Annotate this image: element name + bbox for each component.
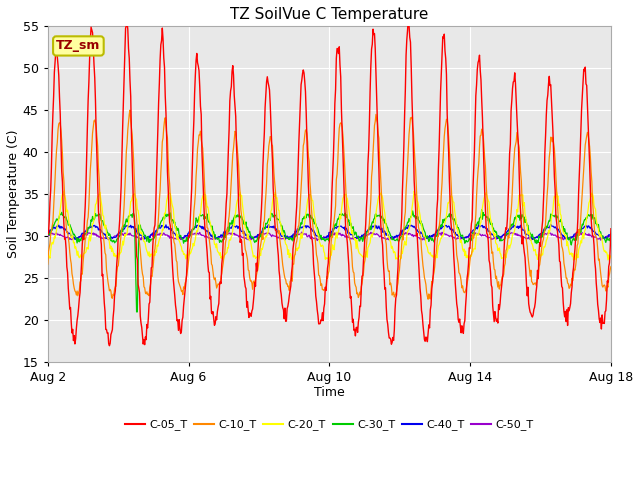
C-30_T [478, 207, 486, 213]
C-40_T [607, 231, 615, 237]
C-30_T [132, 309, 140, 315]
C-50_T [389, 235, 397, 241]
C-50_T [263, 230, 271, 236]
Line: C-40_T: C-40_T [48, 224, 611, 240]
C-20_T [420, 233, 428, 239]
C-50_T [110, 234, 118, 240]
C-40_T [263, 224, 271, 230]
Title: TZ SoilVue C Temperature: TZ SoilVue C Temperature [230, 7, 429, 22]
C-20_T [110, 253, 118, 259]
C-05_T [44, 231, 52, 237]
C-50_T [214, 236, 221, 241]
C-40_T [44, 231, 52, 237]
C-50_T [420, 237, 428, 243]
C-10_T [388, 292, 396, 298]
Line: C-05_T: C-05_T [48, 18, 611, 346]
C-40_T [529, 237, 536, 242]
C-10_T [264, 162, 271, 168]
C-20_T [241, 225, 249, 231]
Line: C-50_T: C-50_T [48, 232, 611, 240]
Line: C-30_T: C-30_T [48, 210, 611, 312]
C-05_T [214, 304, 222, 310]
C-10_T [420, 268, 428, 274]
Legend: C-05_T, C-10_T, C-20_T, C-30_T, C-40_T, C-50_T: C-05_T, C-10_T, C-20_T, C-30_T, C-40_T, … [120, 415, 538, 435]
C-20_T [388, 245, 396, 251]
C-50_T [314, 238, 321, 243]
C-30_T [388, 237, 396, 243]
C-10_T [424, 296, 432, 302]
Line: C-10_T: C-10_T [48, 110, 611, 299]
C-05_T [607, 226, 615, 232]
C-05_T [404, 15, 412, 21]
C-05_T [388, 339, 396, 345]
C-40_T [110, 235, 118, 240]
C-50_T [44, 233, 52, 239]
C-10_T [242, 249, 250, 254]
C-10_T [214, 281, 222, 287]
C-10_T [44, 261, 52, 267]
C-30_T [242, 219, 250, 225]
C-40_T [214, 236, 221, 241]
C-40_T [547, 221, 555, 227]
C-10_T [110, 292, 118, 298]
C-20_T [263, 234, 271, 240]
C-40_T [419, 234, 427, 240]
C-30_T [607, 232, 615, 238]
C-50_T [241, 235, 249, 241]
C-30_T [420, 227, 428, 232]
X-axis label: Time: Time [314, 386, 345, 399]
C-20_T [214, 248, 221, 254]
C-05_T [264, 74, 271, 80]
C-05_T [242, 286, 250, 291]
C-20_T [410, 188, 418, 194]
C-30_T [264, 220, 271, 226]
C-20_T [44, 252, 52, 258]
C-50_T [607, 232, 615, 238]
C-40_T [241, 231, 249, 237]
Line: C-20_T: C-20_T [48, 191, 611, 260]
C-40_T [388, 235, 396, 240]
C-50_T [298, 229, 306, 235]
Text: TZ_sm: TZ_sm [56, 39, 100, 52]
C-05_T [111, 293, 118, 299]
Y-axis label: Soil Temperature (C): Soil Temperature (C) [7, 130, 20, 258]
C-30_T [110, 238, 118, 243]
C-05_T [106, 343, 113, 348]
C-10_T [126, 107, 134, 113]
C-05_T [420, 336, 428, 342]
C-30_T [44, 232, 52, 238]
C-10_T [607, 264, 615, 269]
C-20_T [607, 253, 615, 259]
C-20_T [570, 257, 577, 263]
C-30_T [214, 235, 222, 241]
